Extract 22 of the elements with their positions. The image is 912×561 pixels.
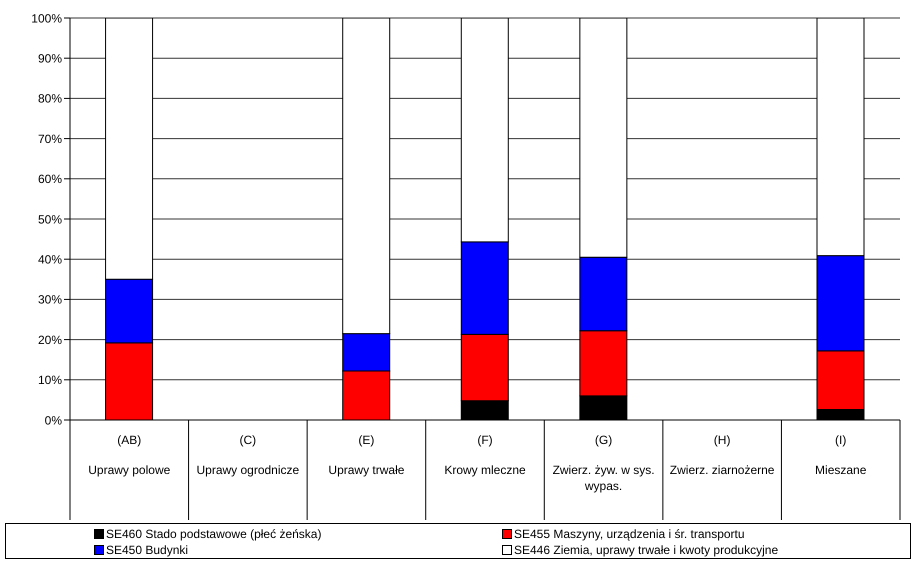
legend-label: SE460 Stado podstawowe (płeć żeńska) xyxy=(106,527,322,541)
category-label: (G) Zwierz. żyw. w sys. wypas. xyxy=(552,433,655,493)
y-tick-label: 70% xyxy=(38,132,62,146)
legend-label: SE446 Ziemia, uprawy trwałe i kwoty produkcyjne xyxy=(514,543,778,557)
legend-label: SE450 Budynki xyxy=(106,543,188,557)
y-tick-label: 50% xyxy=(38,212,62,226)
category-label: (H) Zwierz. ziarnożerne xyxy=(670,433,774,477)
legend-label: SE455 Maszyny, urządzenia i śr. transportu xyxy=(514,527,745,541)
category-label: (C) Uprawy ogrodnicze xyxy=(196,433,300,477)
category-label: (AB) Uprawy polowe xyxy=(88,433,170,477)
category-label: (F) Krowy mleczne xyxy=(444,433,526,477)
y-tick-label: 60% xyxy=(38,172,62,186)
y-tick-label: 30% xyxy=(38,292,62,307)
y-tick-label: 20% xyxy=(38,332,62,347)
category-label: (I) Mieszane xyxy=(815,433,866,477)
y-tick-label: 90% xyxy=(38,51,62,66)
y-tick-label: 40% xyxy=(38,252,62,266)
y-tick-label: 10% xyxy=(38,373,62,388)
y-tick-label: 100% xyxy=(31,11,62,26)
y-tick-label: 0% xyxy=(44,413,62,428)
category-label: (E) Uprawy trwałe xyxy=(328,433,404,477)
y-tick-label: 80% xyxy=(38,92,62,106)
